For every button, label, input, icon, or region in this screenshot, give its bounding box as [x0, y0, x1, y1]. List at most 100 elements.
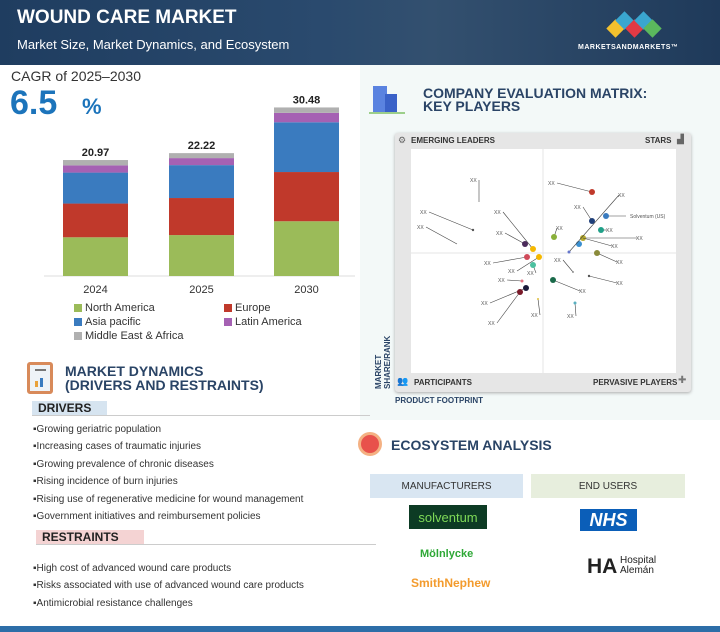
list-item: ▪High cost of advanced wound care produc… [33, 563, 232, 574]
footer-bar [0, 626, 720, 632]
manufacturers-header: MANUFACTURERS [370, 474, 523, 498]
company-dot [471, 228, 475, 232]
bar-segment-middle-east-africa-2024 [63, 160, 128, 166]
company-label: XX [531, 313, 538, 319]
leader-line [425, 226, 458, 245]
drivers-heading: DRIVERS [32, 401, 107, 416]
puzzle-icon: ✚ [678, 375, 687, 386]
company-label: XX [470, 178, 477, 184]
legend-item: Middle East & Africa [74, 330, 183, 342]
leader-line [582, 237, 613, 247]
divider [36, 544, 376, 545]
company-dot [517, 289, 523, 295]
company-label-solventum: Solventum (US) [630, 214, 666, 220]
bar-segment-europe-2030 [274, 172, 339, 222]
matrix-points: XX Solventum (US) XX XX XX XX XX XX XX XX XX XX XX XX… [411, 149, 676, 373]
company-dot [530, 262, 536, 268]
leader-line [556, 182, 593, 193]
leader-line [506, 279, 523, 282]
dynamics-title-line2: (DRIVERS AND RESTRAINTS) [65, 377, 264, 393]
x-tick-label: 2025 [189, 284, 213, 296]
company-dot [567, 250, 571, 254]
bar-total-label: 30.48 [293, 94, 321, 106]
y-axis-label: MARKET SHARE/RANK [374, 335, 392, 389]
company-dot [522, 241, 528, 247]
bar-segment-latin-america-2030 [274, 112, 339, 123]
company-dot [594, 250, 600, 256]
bar-total-label: 22.22 [188, 140, 216, 152]
ecosystem-title: ECOSYSTEM ANALYSIS [391, 437, 552, 453]
company-dot [572, 271, 574, 273]
matrix-title-line1: COMPANY EVALUATION MATRIX: [423, 85, 648, 101]
bar-segment-latin-america-2024 [63, 165, 128, 173]
legend-item: Europe [224, 302, 270, 314]
company-label: XX [548, 181, 555, 187]
company-label: XX [618, 193, 625, 199]
company-label: XX [606, 228, 613, 234]
company-dot [589, 189, 595, 195]
bar-segment-north-america-2030 [274, 221, 339, 276]
company-label: XX [616, 260, 623, 266]
company-dot [550, 277, 556, 283]
company-label: XX [494, 210, 501, 216]
bar-segment-asia-pacific-2024 [63, 172, 128, 204]
leader-line [537, 298, 541, 316]
company-label: XX [611, 244, 618, 250]
list-item: ▪Risks associated with use of advanced w… [33, 580, 304, 592]
company-label: XX [574, 205, 581, 211]
company-dot [520, 279, 524, 283]
stars-bars-icon: ▟ [677, 134, 684, 144]
company-label: XX [481, 301, 488, 307]
page-title: WOUND CARE MARKET [17, 7, 237, 28]
company-dot [524, 254, 530, 260]
bar-segment-asia-pacific-2030 [274, 122, 339, 173]
bar-segment-north-america-2024 [63, 237, 128, 276]
company-label: XX [527, 271, 534, 277]
solventum-logo-text: solventum [418, 509, 478, 525]
leader-line [428, 211, 474, 231]
company-label: XX [420, 210, 427, 216]
quadrant-participants: PARTICIPANTS [414, 378, 472, 387]
company-label: XX [488, 321, 495, 327]
buildings-icon [369, 82, 405, 114]
legend-label: Middle East & Africa [85, 330, 184, 342]
bar-segment-europe-2025 [169, 198, 234, 236]
x-tick-label: 2030 [294, 284, 318, 296]
leader-line [492, 256, 528, 264]
company-dot [576, 241, 582, 247]
cagr-label: CAGR of 2025–2030 [11, 68, 141, 84]
divider [32, 415, 370, 416]
leader-line [568, 194, 620, 253]
legend-swatch [74, 318, 82, 326]
solventum-logo: solventum [409, 505, 487, 529]
quadrant-emerging-leaders: EMERGING LEADERS [411, 136, 496, 145]
smith-nephew-logo: SmithNephew [411, 576, 491, 590]
company-dot [587, 274, 591, 278]
company-label: XX [484, 261, 491, 267]
list-item: ▪Growing prevalence of chronic diseases [33, 458, 214, 470]
legend-label: Europe [235, 302, 271, 314]
bar-segment-north-america-2025 [169, 235, 234, 276]
list-item: ▪Rising use of regenerative medicine for… [33, 493, 304, 505]
legend-item: Asia pacific [74, 316, 141, 328]
ha-logo-icon: HA [587, 555, 618, 578]
molnlycke-logo: Mölnlycke [420, 548, 474, 560]
legend-swatch [224, 304, 232, 312]
leader-line [502, 211, 534, 250]
company-label: XX [554, 258, 561, 264]
x-axis-label: PRODUCT FOOTPRINT [395, 396, 483, 405]
legend-swatch [74, 332, 82, 340]
market-size-bar-chart: 20.97 2024 22.22 2025 30.48 2030 [44, 94, 355, 296]
bar-segment-middle-east-africa-2030 [274, 107, 339, 113]
legend-label: North America [85, 302, 155, 314]
matrix-title-line2: KEY PLAYERS [423, 98, 521, 114]
hospital-aleman-logo: Hospital Alemán [620, 555, 657, 576]
leader-line [552, 279, 581, 292]
company-dot [603, 213, 609, 219]
legend-item: Latin America [224, 316, 302, 328]
page-subtitle: Market Size, Market Dynamics, and Ecosys… [17, 37, 290, 52]
company-label: XX [417, 225, 424, 231]
company-dot [598, 227, 604, 233]
emerging-leaders-icon: ⚙ [398, 135, 407, 145]
company-dot [523, 285, 529, 291]
